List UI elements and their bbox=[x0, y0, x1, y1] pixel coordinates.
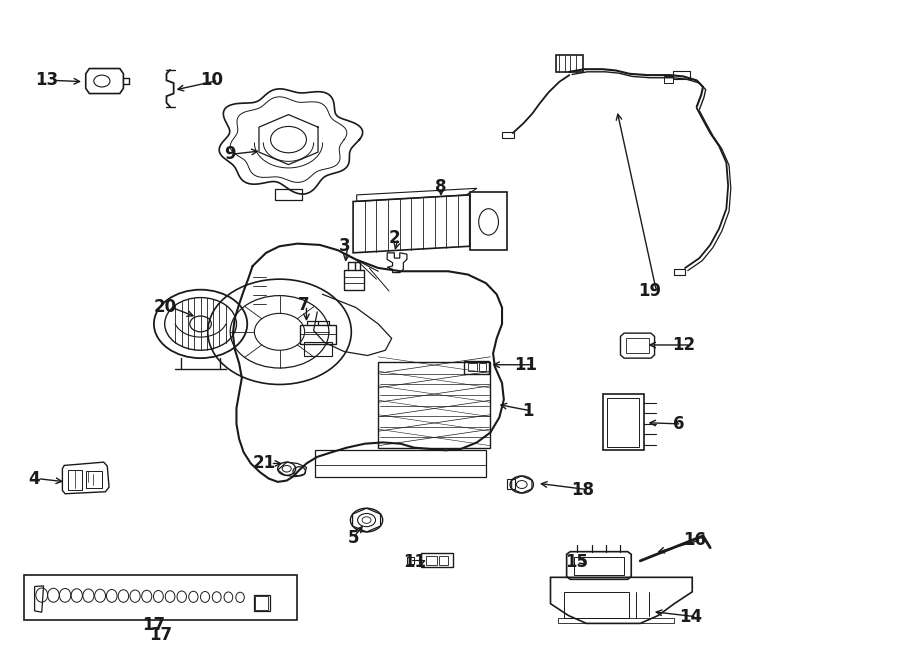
Text: 4: 4 bbox=[28, 469, 40, 488]
Text: 6: 6 bbox=[672, 415, 684, 433]
Text: 11: 11 bbox=[403, 553, 427, 571]
Bar bbox=[674, 268, 685, 275]
Bar bbox=[256, 596, 268, 609]
Bar bbox=[479, 364, 486, 371]
Text: 10: 10 bbox=[201, 71, 223, 89]
Bar bbox=[564, 592, 628, 618]
Text: 19: 19 bbox=[638, 282, 662, 300]
Bar bbox=[672, 71, 690, 79]
Text: 18: 18 bbox=[572, 481, 594, 499]
Bar bbox=[602, 395, 644, 450]
Text: 2: 2 bbox=[389, 229, 400, 247]
Bar bbox=[86, 471, 102, 488]
Bar bbox=[502, 132, 514, 138]
Bar bbox=[558, 618, 674, 623]
Bar bbox=[468, 364, 477, 371]
Text: 7: 7 bbox=[298, 297, 309, 315]
Bar bbox=[439, 556, 448, 565]
Bar bbox=[304, 342, 332, 356]
Text: 21: 21 bbox=[253, 455, 275, 473]
Text: 16: 16 bbox=[683, 531, 706, 549]
Text: 17: 17 bbox=[149, 625, 172, 644]
Bar bbox=[556, 56, 583, 72]
Bar bbox=[68, 470, 82, 490]
Bar bbox=[421, 553, 453, 567]
Text: 12: 12 bbox=[672, 336, 696, 354]
Bar bbox=[464, 361, 490, 374]
Text: 8: 8 bbox=[436, 178, 446, 196]
Bar bbox=[426, 556, 436, 565]
Bar bbox=[275, 189, 302, 200]
Bar bbox=[378, 362, 491, 447]
Text: 15: 15 bbox=[565, 553, 588, 571]
Text: 11: 11 bbox=[515, 356, 537, 373]
Text: 5: 5 bbox=[347, 529, 359, 547]
Bar bbox=[470, 192, 508, 250]
Bar bbox=[301, 325, 336, 344]
Bar bbox=[626, 338, 649, 353]
Bar bbox=[607, 398, 639, 447]
Bar bbox=[407, 557, 414, 564]
Text: 14: 14 bbox=[679, 608, 702, 626]
Bar bbox=[574, 557, 624, 575]
Bar bbox=[254, 595, 270, 611]
Text: 3: 3 bbox=[338, 237, 350, 255]
Bar bbox=[663, 77, 672, 83]
Bar bbox=[507, 479, 516, 489]
Bar bbox=[23, 575, 298, 620]
Bar bbox=[315, 450, 486, 477]
Text: 9: 9 bbox=[224, 145, 236, 163]
Text: 20: 20 bbox=[154, 299, 177, 317]
Text: 13: 13 bbox=[35, 71, 58, 89]
Text: 17: 17 bbox=[142, 617, 166, 635]
Text: 1: 1 bbox=[522, 402, 534, 420]
Bar bbox=[344, 270, 364, 290]
